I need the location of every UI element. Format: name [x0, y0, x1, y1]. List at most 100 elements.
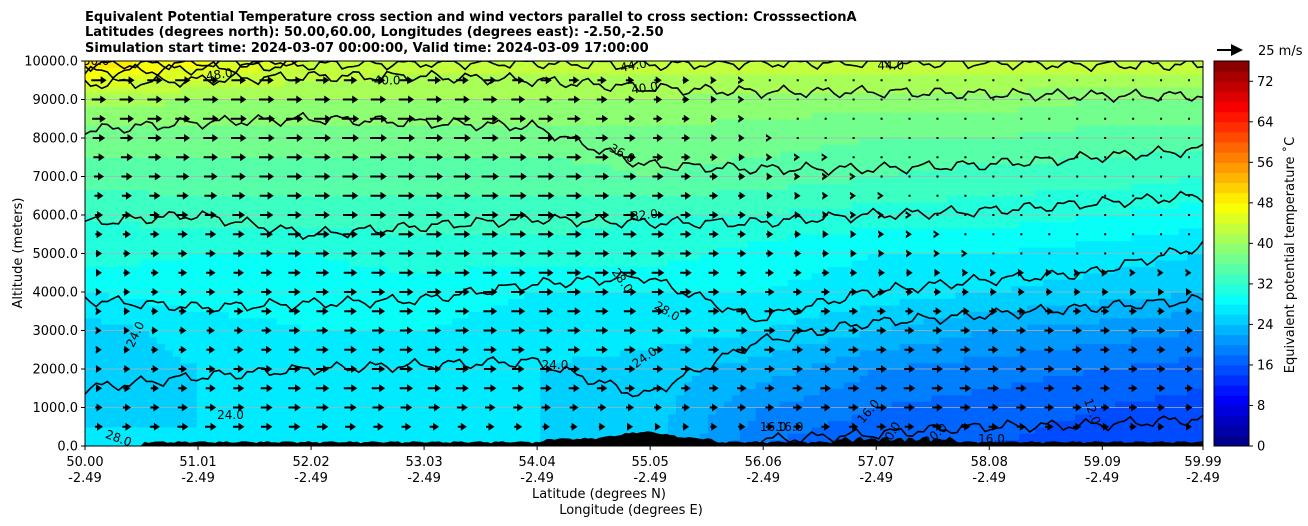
field-cell	[452, 381, 461, 389]
field-cell	[292, 439, 302, 446]
field-cell	[1019, 285, 1028, 293]
field-cell	[835, 394, 845, 402]
field-cell	[564, 388, 573, 396]
field-cell	[620, 272, 629, 280]
field-cell	[540, 336, 549, 344]
field-cell	[476, 253, 485, 261]
field-cell	[484, 279, 493, 287]
field-cell	[396, 349, 406, 357]
field-cell	[508, 311, 517, 319]
field-cell	[388, 215, 398, 223]
field-cell	[699, 266, 709, 274]
field-cell	[85, 375, 94, 383]
field-cell	[1099, 362, 1108, 370]
field-cell	[715, 381, 725, 389]
field-cell	[979, 407, 988, 415]
field-cell	[556, 253, 565, 261]
field-cell	[699, 413, 709, 421]
field-cell	[364, 298, 374, 306]
field-cell	[268, 401, 278, 409]
field-cell	[468, 279, 477, 287]
field-cell	[276, 240, 286, 248]
field-cell	[356, 343, 366, 351]
field-cell	[108, 221, 118, 229]
field-cell	[484, 369, 493, 377]
field-cell	[500, 247, 509, 255]
field-cell	[827, 221, 837, 229]
field-cell	[260, 298, 270, 306]
field-cell	[979, 240, 988, 248]
field-cell	[851, 298, 861, 306]
field-cell	[707, 375, 717, 383]
field-cell	[723, 324, 733, 332]
field-cell	[284, 279, 294, 287]
field-cell	[1035, 285, 1044, 293]
field-cell	[172, 292, 182, 300]
field-cell	[428, 336, 437, 344]
field-cell	[1107, 324, 1116, 332]
field-cell	[1043, 317, 1052, 325]
field-cell	[236, 420, 246, 428]
field-cell	[508, 253, 517, 261]
field-cell	[1107, 234, 1116, 242]
field-cell	[164, 324, 174, 332]
field-cell	[340, 285, 350, 293]
field-cell	[1003, 349, 1012, 357]
field-cell	[1019, 343, 1028, 351]
field-cell	[995, 369, 1004, 377]
field-cell	[484, 413, 493, 421]
field-cell	[324, 426, 334, 434]
field-cell	[675, 298, 685, 306]
field-cell	[316, 253, 326, 261]
field-cell	[596, 215, 605, 223]
field-cell	[85, 292, 94, 300]
field-cell	[1163, 394, 1172, 402]
field-cell	[548, 221, 557, 229]
field-cell	[691, 234, 701, 242]
field-cell	[172, 381, 182, 389]
field-cell	[340, 253, 350, 261]
field-cell	[204, 266, 214, 274]
field-cell	[324, 317, 334, 325]
field-cell	[1003, 304, 1012, 312]
field-cell	[811, 369, 821, 377]
field-cell	[859, 426, 869, 434]
field-cell	[875, 336, 885, 344]
field-cell	[572, 388, 581, 396]
field-cell	[723, 221, 733, 229]
field-cell	[604, 298, 613, 306]
field-cell	[667, 407, 677, 415]
field-cell	[492, 215, 501, 223]
field-cell	[1155, 413, 1164, 421]
field-cell	[1019, 247, 1028, 255]
field-cell	[644, 394, 653, 402]
field-cell	[580, 285, 589, 293]
field-cell	[356, 234, 366, 242]
field-cell	[132, 317, 142, 325]
field-cell	[444, 362, 453, 370]
field-cell	[1067, 394, 1076, 402]
field-cell	[524, 298, 533, 306]
field-cell	[755, 349, 765, 357]
field-cell	[763, 221, 773, 229]
field-cell	[500, 304, 509, 312]
field-cell	[316, 375, 326, 383]
field-cell	[108, 407, 118, 415]
field-cell	[771, 413, 781, 421]
field-cell	[644, 369, 653, 377]
field-cell	[172, 259, 182, 267]
field-cell	[604, 317, 613, 325]
field-cell	[268, 266, 278, 274]
field-cell	[108, 420, 118, 428]
field-cell	[739, 240, 749, 248]
field-cell	[436, 336, 445, 344]
field-cell	[452, 304, 461, 312]
field-cell	[85, 227, 94, 235]
field-cell	[85, 266, 94, 274]
field-cell	[436, 433, 445, 441]
field-cell	[276, 247, 286, 255]
field-cell	[779, 266, 789, 274]
field-cell	[1011, 388, 1020, 396]
field-cell	[1019, 253, 1028, 261]
